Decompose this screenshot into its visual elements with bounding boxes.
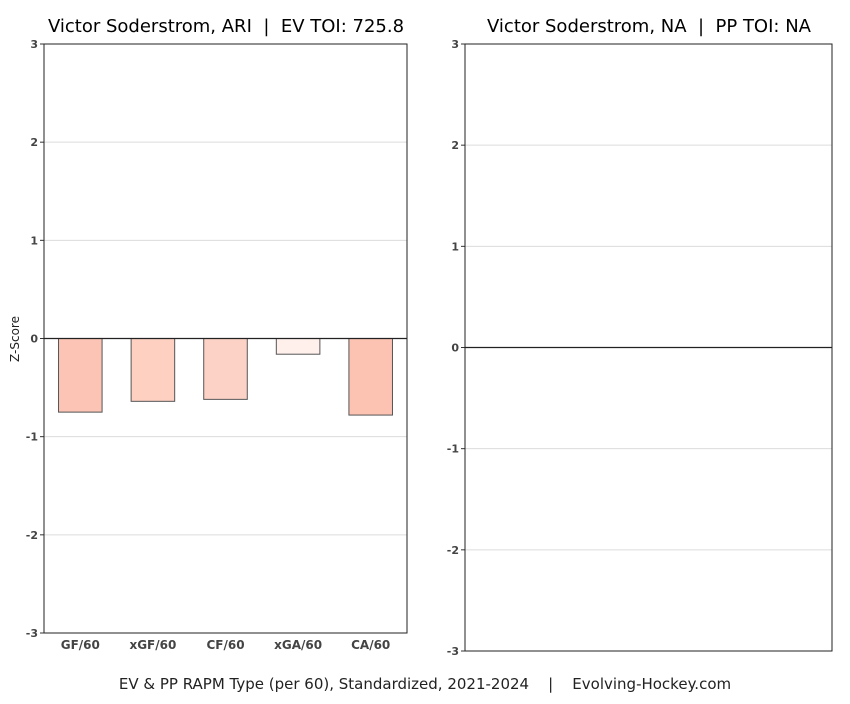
- x-tick-label: xGF/60: [129, 638, 176, 652]
- y-tick-label: 1: [451, 240, 459, 253]
- y-tick-label: 2: [451, 139, 459, 152]
- y-tick-label: -1: [26, 431, 38, 444]
- y-axis-label: Z-Score: [8, 316, 22, 362]
- x-tick-label: CF/60: [206, 638, 244, 652]
- bar-gf-60: [58, 338, 103, 413]
- x-tick-label: GF/60: [61, 638, 100, 652]
- y-tick-label: -1: [447, 443, 459, 456]
- y-tick-label: 2: [30, 136, 38, 149]
- y-tick-label: -3: [26, 627, 38, 640]
- bar-xga-60: [275, 338, 321, 355]
- x-tick-label: CA/60: [351, 638, 390, 652]
- bar-cf-60: [203, 338, 248, 400]
- bar-ca-60: [348, 338, 393, 416]
- y-tick-label: -3: [447, 645, 459, 658]
- plot-frame: [464, 43, 833, 652]
- bar-xgf-60: [130, 338, 176, 402]
- footer-caption: EV & PP RAPM Type (per 60), Standardized…: [119, 675, 731, 693]
- y-tick-label: 3: [451, 38, 459, 51]
- y-tick-label: -2: [26, 529, 38, 542]
- y-tick-label: 0: [451, 342, 459, 355]
- y-tick-label: 3: [30, 38, 38, 51]
- y-tick-label: 1: [30, 234, 38, 247]
- plot-frame: [43, 43, 408, 634]
- y-tick-label: 0: [30, 333, 38, 346]
- left-chart-title: Victor Soderstrom, ARI | EV TOI: 725.8: [48, 16, 404, 37]
- right-chart-title: Victor Soderstrom, NA | PP TOI: NA: [487, 16, 812, 37]
- x-tick-label: xGA/60: [274, 638, 322, 652]
- y-tick-label: -2: [447, 544, 459, 557]
